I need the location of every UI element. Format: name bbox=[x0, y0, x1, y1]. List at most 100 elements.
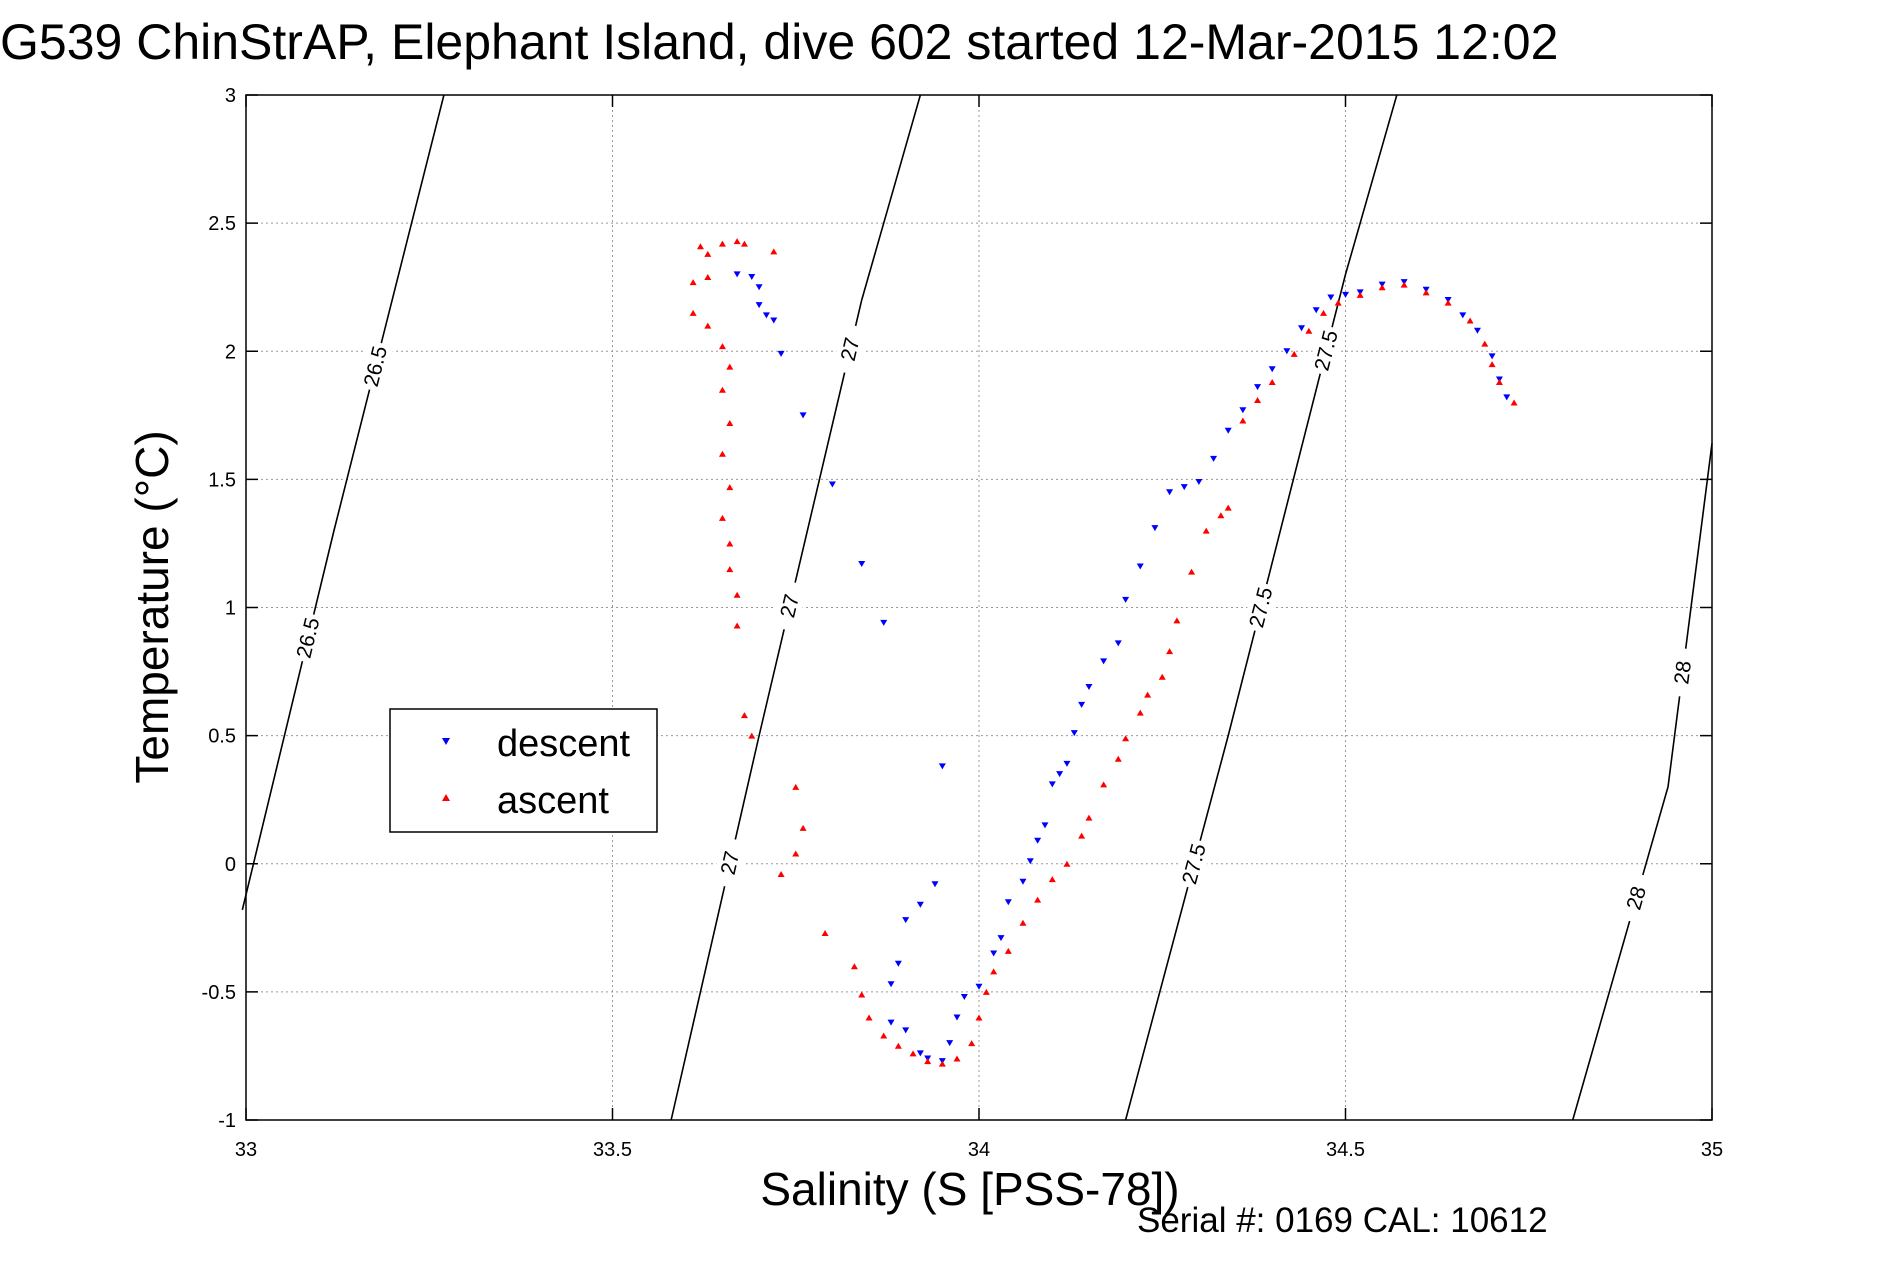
descent-point bbox=[1283, 348, 1291, 355]
ascent-point bbox=[1422, 289, 1430, 296]
descent-point bbox=[1298, 325, 1306, 332]
ascent-point bbox=[718, 386, 726, 393]
descent-point bbox=[1195, 478, 1203, 485]
y-tick-label: 0.5 bbox=[208, 726, 236, 748]
ascent-point bbox=[1048, 876, 1056, 883]
descent-point bbox=[1224, 427, 1232, 434]
ascent-point bbox=[1114, 755, 1122, 762]
legend-descent-label: descent bbox=[497, 723, 631, 765]
density-contour-label: 26.5 bbox=[293, 615, 325, 660]
ascent-point bbox=[1166, 648, 1174, 655]
x-tick-label: 34 bbox=[968, 1139, 990, 1161]
ascent-point bbox=[1004, 947, 1012, 954]
descent-point bbox=[990, 950, 998, 957]
ascent-point bbox=[718, 343, 726, 350]
ascent-point bbox=[1488, 361, 1496, 368]
descent-point bbox=[894, 960, 902, 967]
ascent-point bbox=[953, 1055, 961, 1062]
y-tick-label: 2 bbox=[225, 341, 236, 363]
descent-point bbox=[755, 284, 763, 291]
ascent-point bbox=[1466, 317, 1474, 324]
ascent-point bbox=[975, 1014, 983, 1021]
density-contour-label: 27.5 bbox=[1245, 585, 1277, 630]
descent-point bbox=[1166, 489, 1174, 496]
ascent-point bbox=[1019, 919, 1027, 926]
ascent-point bbox=[1239, 417, 1247, 424]
density-contour-line bbox=[1571, 443, 1713, 1121]
x-axis-label: Salinity (S [PSS-78]) bbox=[760, 1163, 1179, 1215]
ascent-point bbox=[924, 1058, 932, 1065]
descent-point bbox=[887, 1019, 895, 1026]
descent-point bbox=[1342, 291, 1349, 298]
descent-point bbox=[828, 481, 836, 488]
y-tick-label: 2.5 bbox=[208, 213, 236, 235]
descent-point bbox=[1026, 858, 1034, 865]
x-tick-label: 33 bbox=[235, 1139, 257, 1161]
descent-point bbox=[916, 901, 924, 908]
ascent-point bbox=[1085, 814, 1093, 821]
x-tick-label: 33.5 bbox=[593, 1139, 632, 1161]
axis-ticks: 33 33.5 34 34.5 35 -1 -0.5 0 0.5 1 1.5 2 2.5 3 bbox=[202, 85, 1724, 1161]
legend-ascent-marker bbox=[442, 794, 450, 801]
ascent-point bbox=[1268, 379, 1276, 385]
descent-point bbox=[1078, 701, 1086, 708]
descent-point bbox=[880, 619, 888, 626]
ascent-point bbox=[1378, 284, 1386, 291]
descent-point bbox=[762, 312, 770, 319]
ascent-point bbox=[704, 250, 712, 257]
ascent-point bbox=[968, 1040, 976, 1047]
ascent-point bbox=[982, 988, 990, 995]
ascent-point bbox=[704, 322, 712, 329]
ascent-point bbox=[792, 783, 800, 790]
density-contour-label-bg bbox=[289, 611, 327, 665]
ascent-point bbox=[1202, 527, 1210, 534]
descent-point bbox=[938, 763, 946, 770]
x-tick-label: 34.5 bbox=[1326, 1139, 1365, 1161]
ascent-point bbox=[689, 309, 697, 316]
ascent-point bbox=[1217, 512, 1225, 519]
descent-point bbox=[1312, 307, 1320, 314]
ascent-point bbox=[1356, 291, 1364, 298]
density-contour-label-bg bbox=[1242, 580, 1280, 634]
descent-point bbox=[1254, 384, 1262, 391]
descent-point bbox=[1019, 878, 1027, 885]
descent-point bbox=[770, 317, 778, 324]
descent-point bbox=[1048, 781, 1056, 788]
legend-ascent-label: ascent bbox=[497, 780, 609, 822]
ascent-point bbox=[726, 420, 734, 426]
ascent-point bbox=[938, 1060, 946, 1067]
descent-point bbox=[1034, 837, 1042, 844]
density-contour-label: 27 bbox=[717, 849, 745, 877]
ascent-point bbox=[1100, 781, 1108, 788]
density-contour-line bbox=[241, 94, 445, 911]
ascent-point bbox=[1034, 896, 1042, 903]
y-tick-label: 3 bbox=[225, 85, 236, 107]
descent-point bbox=[1180, 484, 1188, 491]
descent-point bbox=[1085, 683, 1093, 690]
ascent-point bbox=[792, 850, 800, 857]
descent-point bbox=[1063, 760, 1071, 767]
descent-point bbox=[1100, 658, 1108, 665]
density-contour-label: 28 bbox=[1670, 660, 1696, 686]
density-contour-label-bg bbox=[771, 579, 808, 633]
ascent-point bbox=[1063, 860, 1071, 867]
descent-point bbox=[1327, 294, 1335, 301]
descent-point bbox=[946, 1040, 954, 1047]
ascent-point bbox=[1224, 504, 1232, 511]
ascent-point bbox=[740, 240, 748, 247]
ascent-point bbox=[1254, 396, 1262, 403]
ascent-point bbox=[909, 1050, 917, 1057]
descent-point bbox=[1503, 394, 1511, 401]
ascent-point bbox=[850, 963, 858, 970]
descent-point bbox=[755, 302, 763, 309]
ascent-point bbox=[858, 991, 866, 998]
y-tick-label: 1.5 bbox=[208, 469, 236, 491]
density-contour-line bbox=[1124, 94, 1398, 1121]
ascent-point bbox=[1122, 735, 1130, 742]
ascent-point bbox=[1173, 617, 1181, 624]
descent-point bbox=[960, 994, 968, 1000]
descent-point bbox=[916, 1050, 924, 1057]
ascent-point bbox=[748, 732, 756, 739]
